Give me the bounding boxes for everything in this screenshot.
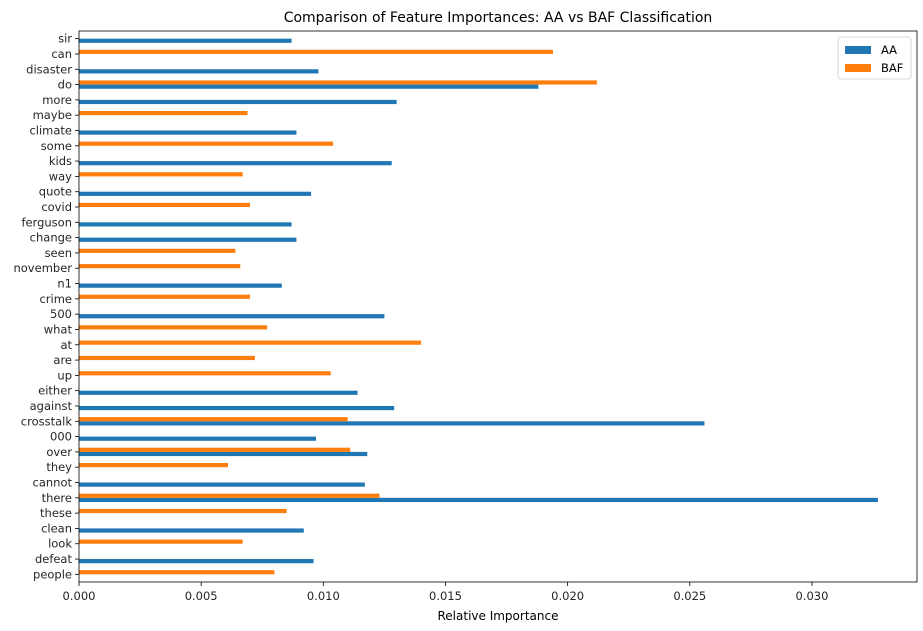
bar-baf-crosstalk xyxy=(79,417,348,422)
legend-swatch-aa xyxy=(845,46,871,54)
bar-aa-crosstalk xyxy=(79,421,705,426)
y-tick-label: what xyxy=(44,322,73,336)
bar-aa-kids xyxy=(79,161,392,166)
bar-baf-can xyxy=(79,49,553,54)
bar-baf-over xyxy=(79,447,351,452)
y-tick-label: are xyxy=(53,353,72,367)
bar-baf-november xyxy=(79,264,241,269)
y-tick-label: 000 xyxy=(50,430,72,444)
y-tick-label: november xyxy=(13,261,72,275)
y-tick-label: climate xyxy=(29,123,72,137)
y-tick-label: ferguson xyxy=(21,215,72,229)
bar-baf-way xyxy=(79,172,243,177)
bar-baf-up xyxy=(79,371,331,376)
bar-baf-look xyxy=(79,539,243,544)
x-tick-label: 0.020 xyxy=(551,589,584,603)
y-tick-label: up xyxy=(57,368,72,382)
bar-aa-cannot xyxy=(79,482,365,487)
bar-baf-crime xyxy=(79,294,251,299)
bar-aa-against xyxy=(79,405,395,411)
bar-aa-over xyxy=(79,451,368,457)
bar-baf-are xyxy=(79,355,255,361)
y-tick-label: over xyxy=(46,445,72,459)
y-tick-label: either xyxy=(38,384,72,398)
bar-baf-some xyxy=(79,141,334,146)
bar-baf-seen xyxy=(79,248,236,253)
y-tick-label: there xyxy=(42,491,72,505)
bar-aa-defeat xyxy=(79,559,314,564)
y-tick-label: crosstalk xyxy=(21,414,73,428)
bar-baf-people xyxy=(79,570,275,575)
y-tick-label: sir xyxy=(58,32,72,46)
y-tick-label: seen xyxy=(45,246,72,260)
chart-title: Comparison of Feature Importances: AA vs… xyxy=(284,10,713,26)
y-tick-label: way xyxy=(49,169,72,183)
x-tick-label: 0.005 xyxy=(185,589,218,603)
bar-aa-there xyxy=(79,497,878,503)
bar-aa-ferguson xyxy=(79,222,292,227)
bar-baf-what xyxy=(79,325,268,330)
bar-aa-clean xyxy=(79,528,304,533)
legend: AA BAF xyxy=(837,36,912,80)
y-tick-label: they xyxy=(46,460,72,474)
y-tick-label: cannot xyxy=(33,476,73,490)
legend-label-baf: BAF xyxy=(881,61,903,75)
bar-baf-there xyxy=(79,493,380,498)
bar-baf-do xyxy=(79,80,597,85)
bar-aa-climate xyxy=(79,130,297,135)
y-tick-label: at xyxy=(60,338,72,352)
bar-baf-at xyxy=(79,340,422,345)
y-tick-label: can xyxy=(51,47,72,61)
legend-swatch-baf xyxy=(845,64,871,72)
bar-aa-either xyxy=(79,390,358,395)
bar-aa-disaster xyxy=(79,69,319,74)
bar-aa-do xyxy=(79,84,539,89)
y-tick-label: 500 xyxy=(50,307,72,321)
x-tick-label: 0.015 xyxy=(429,589,462,603)
y-tick-label: these xyxy=(40,506,72,520)
y-tick-label: change xyxy=(30,231,72,245)
bar-baf-they xyxy=(79,463,229,468)
x-tick-label: 0.010 xyxy=(307,589,340,603)
y-tick-label: people xyxy=(33,567,72,581)
x-tick-label: 0.030 xyxy=(795,589,828,603)
y-tick-label: defeat xyxy=(35,552,73,566)
y-tick-label: n1 xyxy=(57,277,72,291)
bar-aa-more xyxy=(79,99,397,105)
y-tick-label: maybe xyxy=(33,108,72,122)
plot-area xyxy=(78,30,918,583)
bar-aa-000 xyxy=(79,436,316,441)
y-tick-label: quote xyxy=(39,185,72,199)
plot-frame xyxy=(78,30,918,583)
y-tick-label: against xyxy=(30,399,73,413)
bar-aa-change xyxy=(79,237,297,242)
y-tick-label: disaster xyxy=(26,62,72,76)
y-tick-label: some xyxy=(41,139,72,153)
legend-label-aa: AA xyxy=(881,43,897,57)
bar-aa-sir xyxy=(79,38,292,43)
y-tick-label: kids xyxy=(49,154,72,168)
y-tick-label: covid xyxy=(41,200,72,214)
y-tick-label: crime xyxy=(39,292,72,306)
y-tick-label: do xyxy=(58,78,72,92)
bar-aa-500 xyxy=(79,314,385,319)
x-tick-label: 0.000 xyxy=(63,589,96,603)
y-tick-label: look xyxy=(48,537,72,551)
y-tick-label: more xyxy=(42,93,72,107)
bar-aa-quote xyxy=(79,191,312,196)
x-tick-label: 0.025 xyxy=(673,589,706,603)
bar-aa-n1 xyxy=(79,283,282,288)
x-axis: 0.000 0.005 0.010 0.015 0.020 0.025 0.030 xyxy=(63,582,828,603)
x-axis-label: Relative Importance xyxy=(438,609,559,623)
bar-baf-covid xyxy=(79,202,251,208)
bar-baf-maybe xyxy=(79,110,248,116)
bar-baf-these xyxy=(79,508,287,514)
y-tick-label: clean xyxy=(41,521,72,535)
